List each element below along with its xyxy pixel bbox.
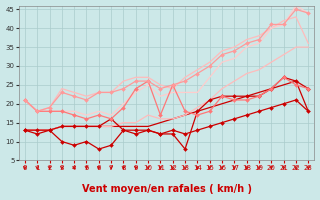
X-axis label: Vent moyen/en rafales ( km/h ): Vent moyen/en rafales ( km/h ) xyxy=(82,184,252,194)
